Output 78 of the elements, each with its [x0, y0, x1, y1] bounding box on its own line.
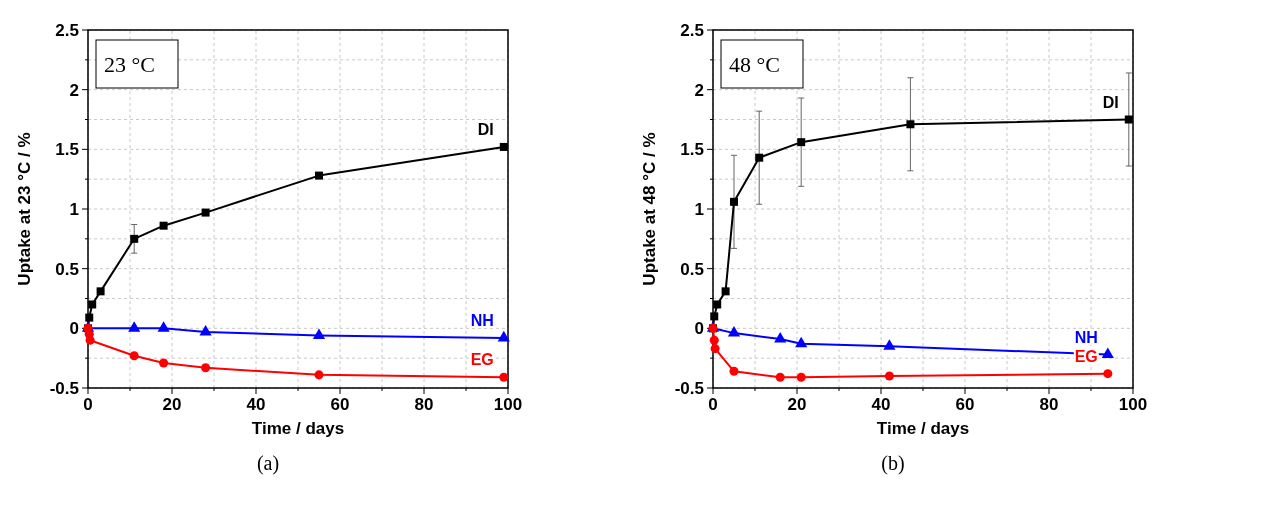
- point: [710, 344, 720, 354]
- point: [314, 370, 324, 380]
- point: [710, 312, 719, 321]
- x-tick-label: 0: [708, 395, 718, 414]
- point: [1103, 369, 1113, 379]
- point: [130, 234, 139, 243]
- point: [128, 321, 141, 332]
- point: [129, 351, 139, 361]
- x-tick-label: 60: [955, 395, 975, 414]
- series-label: DI: [477, 120, 494, 138]
- y-tick-label: 1: [69, 199, 79, 219]
- point: [315, 171, 323, 180]
- y-axis-title: Uptake at 48 °C / %: [640, 132, 659, 286]
- y-axis-title: Uptake at 23 °C / %: [15, 132, 34, 286]
- x-tick-label: 80: [1039, 395, 1059, 414]
- point: [883, 339, 896, 350]
- x-tick-label: 100: [1118, 395, 1148, 414]
- point: [96, 287, 105, 296]
- point: [727, 326, 741, 337]
- y-tick-label: 0: [69, 319, 79, 339]
- y-tick-label: 2.5: [55, 20, 79, 40]
- point: [1124, 115, 1133, 124]
- text: (b): [881, 452, 905, 475]
- y-tick-label: 2: [694, 80, 704, 100]
- x-tick-label: 100: [493, 395, 523, 414]
- y-tick-label: 2: [69, 80, 79, 100]
- point: [312, 328, 326, 339]
- point: [88, 300, 97, 309]
- y-tick-label: 2.5: [680, 20, 704, 40]
- x-tick-label: 40: [871, 395, 891, 414]
- point: [774, 332, 787, 343]
- point: [709, 335, 719, 345]
- text: (a): [256, 452, 280, 475]
- x-tick-label: 80: [414, 395, 434, 414]
- point: [497, 330, 510, 342]
- x-axis-title: Time / days: [876, 419, 970, 438]
- y-tick-label: 0: [694, 319, 704, 339]
- point: [85, 313, 94, 322]
- point: [159, 221, 168, 230]
- point: [499, 372, 509, 382]
- y-tick-label: 0.5: [55, 259, 79, 279]
- point: [201, 363, 211, 373]
- point: [729, 366, 739, 376]
- x-axis-title: Time / days: [251, 419, 345, 438]
- point: [713, 300, 722, 309]
- series-label: DI: [1102, 93, 1119, 111]
- series-label: EG: [470, 351, 494, 369]
- point: [797, 138, 806, 147]
- point: [906, 120, 915, 129]
- y-tick-label: 1: [694, 199, 704, 219]
- x-tick-label: 60: [330, 395, 350, 414]
- y-tick-label: 0.5: [680, 259, 704, 279]
- point: [499, 142, 508, 151]
- x-tick-label: 20: [162, 395, 182, 414]
- point: [157, 321, 170, 332]
- y-tick-label: -0.5: [674, 378, 704, 398]
- y-tick-label: -0.5: [49, 378, 79, 398]
- point: [775, 372, 785, 382]
- point: [85, 335, 95, 345]
- point: [755, 153, 764, 162]
- y-tick-label: 1.5: [55, 140, 79, 160]
- y-tick-label: 1.5: [680, 140, 704, 160]
- point: [201, 208, 210, 217]
- point: [730, 197, 738, 206]
- series-label: NH: [1074, 328, 1098, 346]
- x-tick-label: 40: [246, 395, 266, 414]
- point: [199, 324, 212, 336]
- x-tick-label: 0: [83, 395, 93, 414]
- point: [721, 287, 730, 296]
- point: [796, 372, 806, 382]
- x-tick-label: 20: [787, 395, 807, 414]
- annotation: 23 °C: [104, 52, 155, 77]
- point: [159, 358, 169, 368]
- point: [795, 336, 808, 348]
- point: [1101, 347, 1114, 359]
- series-label: NH: [470, 311, 494, 329]
- annotation: 48 °C: [729, 52, 780, 77]
- point: [884, 371, 894, 381]
